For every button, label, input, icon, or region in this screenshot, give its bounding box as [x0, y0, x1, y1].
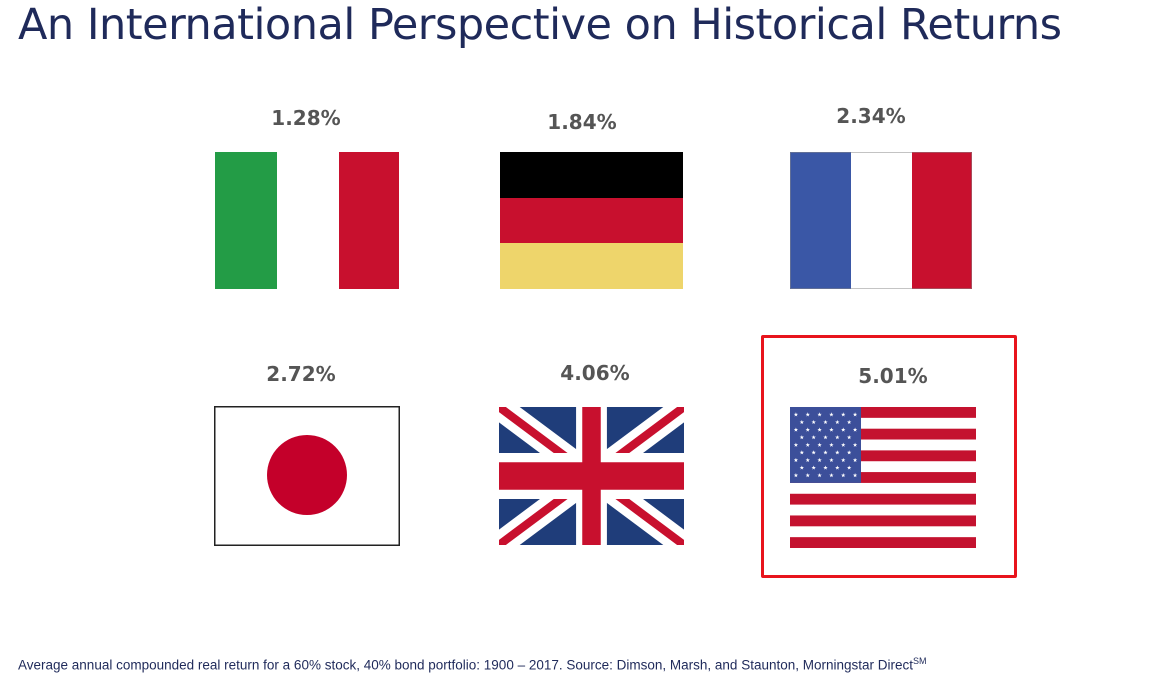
- uk-flag-icon: [499, 407, 684, 545]
- japan-flag-icon: [214, 406, 400, 546]
- germany-return: 1.84%: [547, 110, 617, 134]
- highlight-box: [761, 335, 1017, 578]
- page-title: An International Perspective on Historic…: [18, 0, 1062, 50]
- italy-return: 1.28%: [271, 106, 341, 130]
- japan-return: 2.72%: [266, 362, 336, 386]
- france-flag-icon: [790, 152, 972, 289]
- usa-return: 5.01%: [858, 364, 928, 388]
- footnote-text: Average annual compounded real return fo…: [18, 657, 914, 673]
- usa-flag-icon: [790, 407, 976, 548]
- italy-flag-icon: [215, 152, 399, 289]
- footnote-superscript: SM: [913, 656, 927, 666]
- footnote: Average annual compounded real return fo…: [18, 656, 927, 673]
- uk-return: 4.06%: [560, 361, 630, 385]
- germany-flag-icon: [500, 152, 683, 289]
- france-return: 2.34%: [836, 104, 906, 128]
